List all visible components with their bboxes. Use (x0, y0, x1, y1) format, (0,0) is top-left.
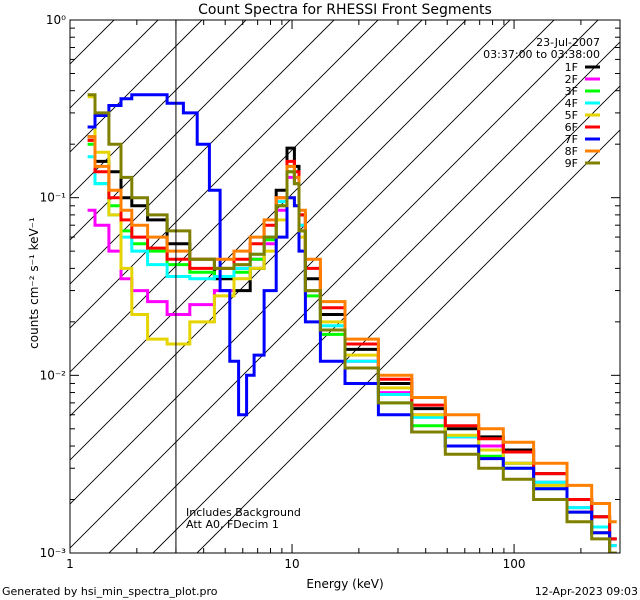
annotation-attenuator: Att A0, FDecim 1 (186, 518, 279, 531)
chart-title: Count Spectra for RHESSI Front Segments (198, 2, 492, 18)
hatch-line (70, 20, 555, 505)
hatch-line (70, 20, 511, 461)
y-tick-label: 10⁻¹ (40, 191, 67, 205)
hatch-line (70, 20, 335, 285)
hatch-line (70, 20, 599, 549)
legend-label-8f: 8F (565, 145, 578, 158)
x-axis-label: Energy (keV) (306, 577, 383, 591)
series-9f-line (87, 93, 617, 553)
legend-time-range: 03:37:00 to 03:38:00 (483, 48, 600, 61)
hatch-line (70, 20, 203, 153)
legend-label-6f: 6F (565, 121, 578, 134)
legend-label-7f: 7F (565, 133, 578, 146)
x-tick-label: 1 (66, 557, 74, 571)
legend-label-1f: 1F (565, 61, 578, 74)
series-layer (87, 93, 617, 553)
axes: 1 10 100 10⁰ 10⁻¹ 10⁻² 10⁻³ (40, 13, 621, 571)
hatch-line (70, 20, 423, 373)
hatch-line (70, 20, 379, 329)
legend-label-2f: 2F (565, 73, 578, 86)
hatch-line (108, 41, 620, 553)
x-tick-label: 100 (503, 557, 526, 571)
x-tick-label: 10 (284, 557, 299, 571)
legend-label-4f: 4F (565, 97, 578, 110)
footer-generated-by: Generated by hsi_min_spectra_plot.pro (2, 585, 218, 598)
y-tick-label: 10⁻² (40, 368, 67, 382)
hatch-line (70, 20, 247, 197)
plot-frame (69, 19, 621, 554)
hatch-line (70, 20, 291, 241)
legend-label-3f: 3F (565, 85, 578, 98)
series-5f-line (87, 95, 617, 553)
annotation-background: Includes Background (186, 506, 301, 519)
hatch-line (70, 20, 467, 417)
hatch-line (196, 129, 620, 553)
series-8f-line (87, 135, 617, 524)
y-tick-label: 10⁻³ (40, 546, 67, 560)
legend-date: 23-Jul-2007 (536, 36, 600, 49)
footer-timestamp: 12-Apr-2023 09:03 (535, 585, 638, 598)
y-tick-label: 10⁰ (46, 13, 66, 27)
y-axis-label: counts cm⁻² s⁻¹ keV⁻¹ (27, 217, 41, 349)
hatched-region (70, 20, 620, 553)
legend-label-5f: 5F (565, 109, 578, 122)
hatch-line (70, 20, 115, 65)
legend-label-9f: 9F (565, 157, 578, 170)
hatch-line (152, 85, 620, 553)
hatch-line (70, 20, 159, 109)
